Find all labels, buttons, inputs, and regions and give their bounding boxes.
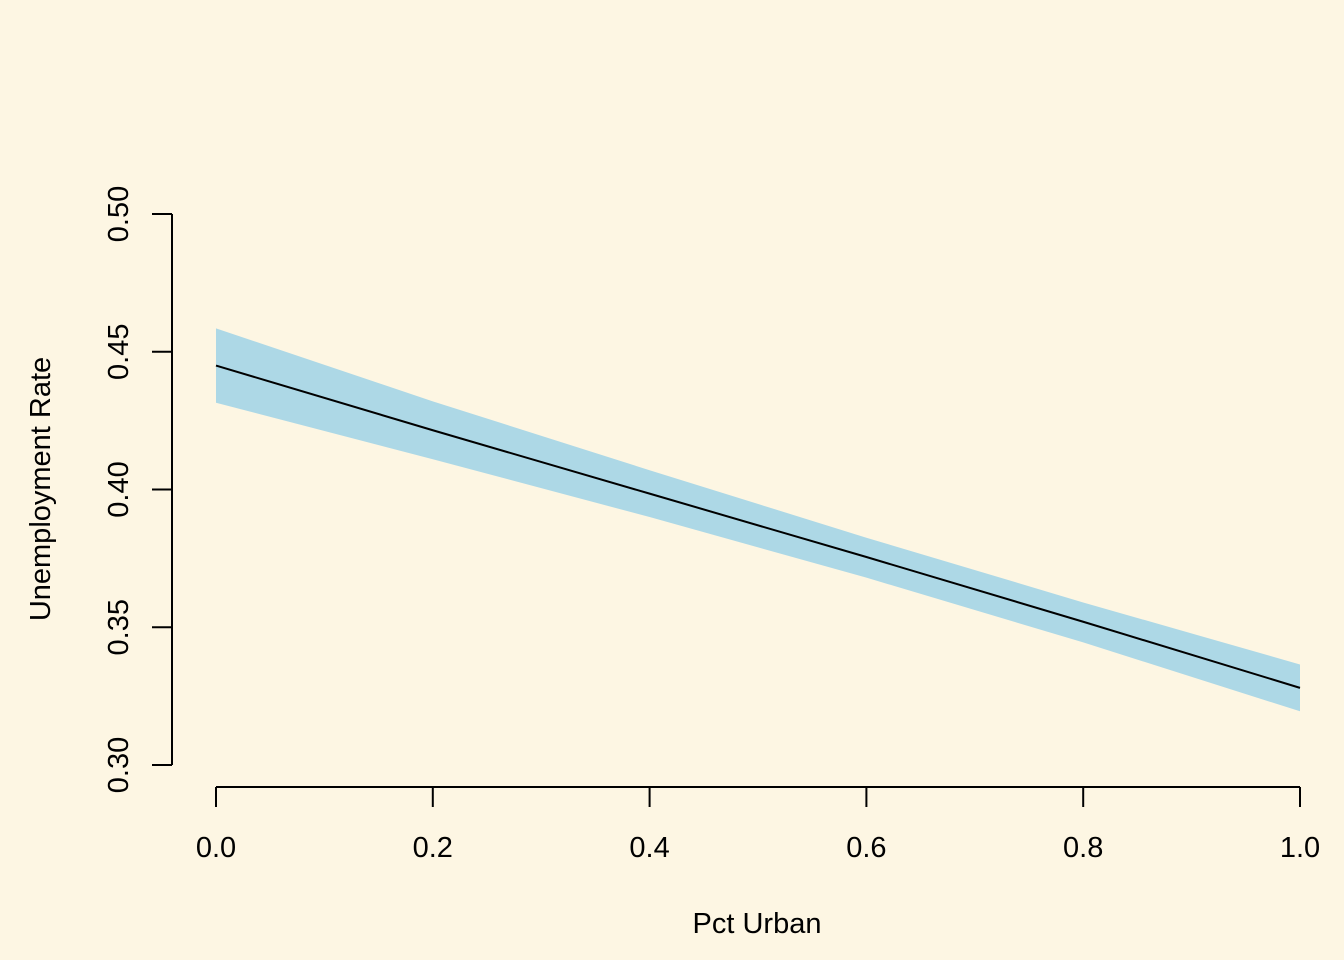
confidence-band: [216, 328, 1300, 712]
y-tick-label: 0.45: [103, 324, 135, 380]
x-tick-label: 0.2: [413, 832, 453, 864]
y-tick-label: 0.30: [103, 737, 135, 793]
x-tick-label: 0.6: [846, 832, 886, 864]
x-tick-label: 0.8: [1063, 832, 1103, 864]
y-tick-label: 0.50: [103, 186, 135, 242]
y-tick-label: 0.40: [103, 461, 135, 517]
x-tick-label: 0.4: [629, 832, 669, 864]
x-axis-title: Pct Urban: [693, 908, 822, 940]
x-tick-label: 0.0: [196, 832, 236, 864]
x-tick-label: 1.0: [1280, 832, 1320, 864]
fitted-line: [215, 364, 1301, 689]
y-tick-label: 0.35: [103, 599, 135, 655]
y-axis-title: Unemployment Rate: [25, 357, 57, 621]
